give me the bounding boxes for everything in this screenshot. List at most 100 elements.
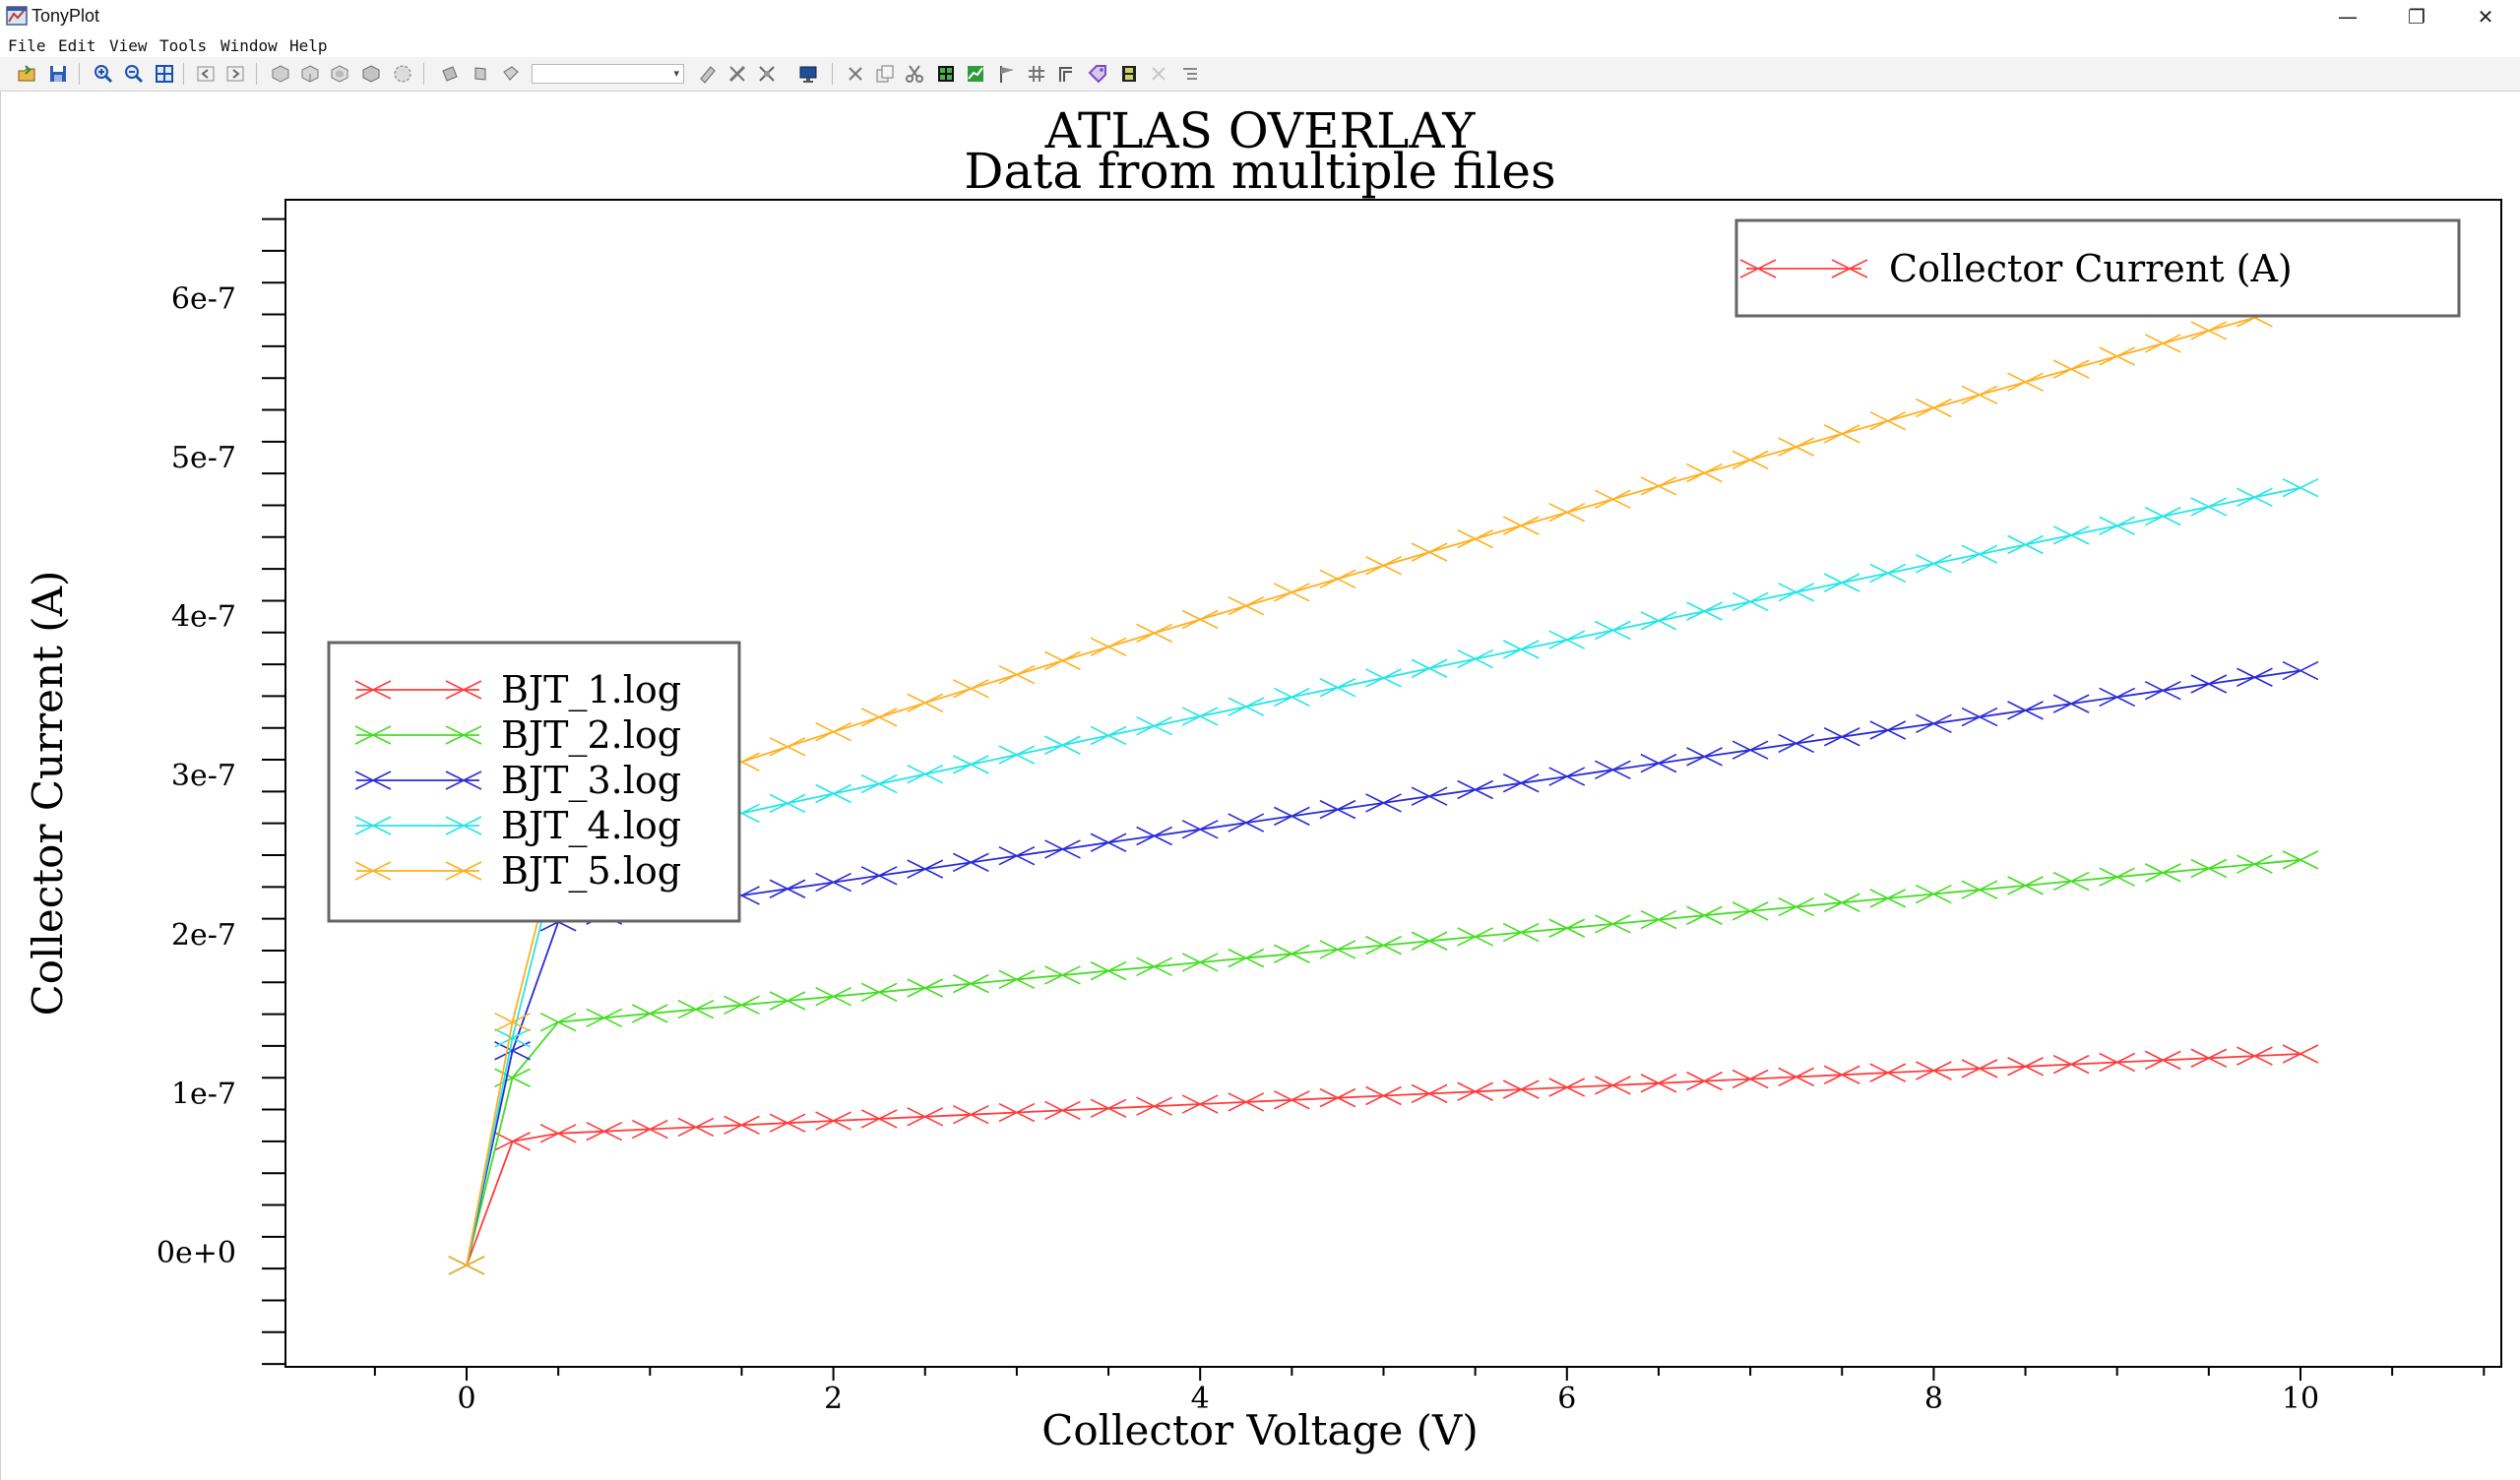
series-marker-2 xyxy=(1044,965,1081,985)
file-legend-marker xyxy=(445,725,482,745)
series-marker-3 xyxy=(1136,826,1172,846)
series-marker-4 xyxy=(1595,620,1631,641)
back-icon[interactable] xyxy=(195,63,217,85)
view-3d-3-icon[interactable] xyxy=(329,63,350,85)
series-marker-2 xyxy=(2052,871,2090,892)
zoom-fit-icon[interactable] xyxy=(154,63,175,85)
series-marker-2 xyxy=(907,978,944,998)
series-marker-1 xyxy=(1548,1078,1586,1097)
series-marker-3 xyxy=(1823,727,1860,747)
rotate-2-icon[interactable] xyxy=(470,63,491,85)
file-legend-label: BJT_1.log xyxy=(501,668,681,712)
close-button[interactable]: ✕ xyxy=(2451,0,2520,33)
maximize-button[interactable]: ❐ xyxy=(2382,0,2451,33)
scissors-icon[interactable] xyxy=(904,63,925,85)
series-marker-5 xyxy=(1916,398,1952,418)
series-marker-2 xyxy=(1686,905,1723,925)
series-marker-4 xyxy=(1090,725,1127,746)
cutline-icon[interactable] xyxy=(756,63,778,85)
zoom-in-icon[interactable] xyxy=(93,63,114,85)
series-marker-2 xyxy=(2144,863,2181,883)
series-marker-2 xyxy=(1228,948,1265,968)
menu-tools[interactable]: Tools xyxy=(159,36,208,55)
series-marker-1 xyxy=(1365,1085,1402,1106)
disabled-icon[interactable] xyxy=(1148,63,1169,85)
table-icon[interactable] xyxy=(935,63,957,85)
series-marker-1 xyxy=(2052,1054,2090,1075)
series-marker-1 xyxy=(952,1104,989,1125)
list-icon[interactable] xyxy=(1179,63,1201,85)
series-marker-4 xyxy=(769,793,806,814)
series-marker-3 xyxy=(1319,799,1356,820)
x-tick-label: 10 xyxy=(2282,1382,2319,1416)
rotate-1-icon[interactable] xyxy=(439,63,461,85)
series-marker-4 xyxy=(1869,563,1907,584)
series-marker-5 xyxy=(448,1256,485,1275)
series-marker-5 xyxy=(2144,334,2181,353)
series-marker-3 xyxy=(1548,767,1586,786)
menu-help[interactable]: Help xyxy=(289,36,328,55)
series-marker-4 xyxy=(2099,516,2136,535)
ruler-icon[interactable] xyxy=(726,63,748,85)
series-marker-5 xyxy=(998,664,1036,685)
series-line-5 xyxy=(466,304,2301,1266)
flag-icon[interactable] xyxy=(996,63,1018,85)
menu-window[interactable]: Window xyxy=(220,36,278,55)
display-icon[interactable] xyxy=(797,63,819,85)
series-marker-5 xyxy=(860,708,898,727)
y-tick-label: 2e-7 xyxy=(171,918,236,953)
series-marker-1 xyxy=(769,1113,806,1133)
series-marker-4 xyxy=(1916,554,1952,574)
y-tick-label: 6e-7 xyxy=(171,281,236,316)
series-marker-5 xyxy=(1228,595,1265,616)
grid-icon[interactable] xyxy=(1026,63,1047,85)
series-marker-2 xyxy=(2190,858,2228,879)
cut-icon[interactable] xyxy=(845,63,866,85)
graph-icon[interactable] xyxy=(965,63,986,85)
series-marker-1 xyxy=(998,1102,1036,1123)
series-line-4 xyxy=(466,486,2301,1266)
series-marker-1 xyxy=(907,1107,944,1127)
series-marker-5 xyxy=(2099,346,2136,366)
series-marker-1 xyxy=(631,1119,668,1140)
forward-icon[interactable] xyxy=(224,63,246,85)
tag-icon[interactable] xyxy=(1087,63,1108,85)
menu-view[interactable]: View xyxy=(109,36,148,55)
series-marker-5 xyxy=(2190,321,2228,340)
menu-edit[interactable]: Edit xyxy=(58,36,96,55)
zoom-out-icon[interactable] xyxy=(123,63,145,85)
view-3d-4-icon[interactable] xyxy=(360,63,382,85)
series-marker-1 xyxy=(1044,1100,1081,1121)
series-marker-1 xyxy=(1595,1076,1631,1095)
view-3d-1-icon[interactable] xyxy=(270,63,291,85)
file-legend-marker xyxy=(354,680,392,700)
series-marker-3 xyxy=(952,852,989,873)
series-marker-4 xyxy=(2190,497,2228,517)
series-marker-3 xyxy=(2236,667,2273,687)
series-marker-1 xyxy=(1090,1098,1127,1118)
probe-icon[interactable] xyxy=(697,63,719,85)
minimize-button[interactable]: — xyxy=(2313,0,2382,33)
rotate-3-icon[interactable] xyxy=(500,63,522,85)
series-marker-5 xyxy=(1778,437,1815,457)
series-marker-4 xyxy=(2282,477,2319,498)
series-marker-2 xyxy=(677,999,715,1019)
frame-icon[interactable] xyxy=(1055,63,1077,85)
series-marker-5 xyxy=(1365,555,1402,576)
series-marker-2 xyxy=(815,986,851,1007)
menu-file[interactable]: File xyxy=(8,36,46,55)
copy-icon[interactable] xyxy=(874,63,896,85)
view-combo[interactable]: ▾ xyxy=(532,64,684,84)
chart-subtitle: Data from multiple files xyxy=(964,143,1555,200)
series-marker-2 xyxy=(952,973,989,994)
view-3d-2-icon[interactable] xyxy=(299,63,321,85)
series-marker-4 xyxy=(1228,697,1265,716)
series-marker-1 xyxy=(724,1115,760,1136)
film-icon[interactable] xyxy=(1118,63,1140,85)
save-icon[interactable] xyxy=(47,63,69,85)
series-marker-5 xyxy=(1961,385,1998,405)
open-icon[interactable] xyxy=(16,63,37,85)
plot-area[interactable]: ATLAS OVERLAY Data from multiple files Col… xyxy=(0,92,2520,1480)
view-3d-5-icon[interactable] xyxy=(392,63,413,85)
